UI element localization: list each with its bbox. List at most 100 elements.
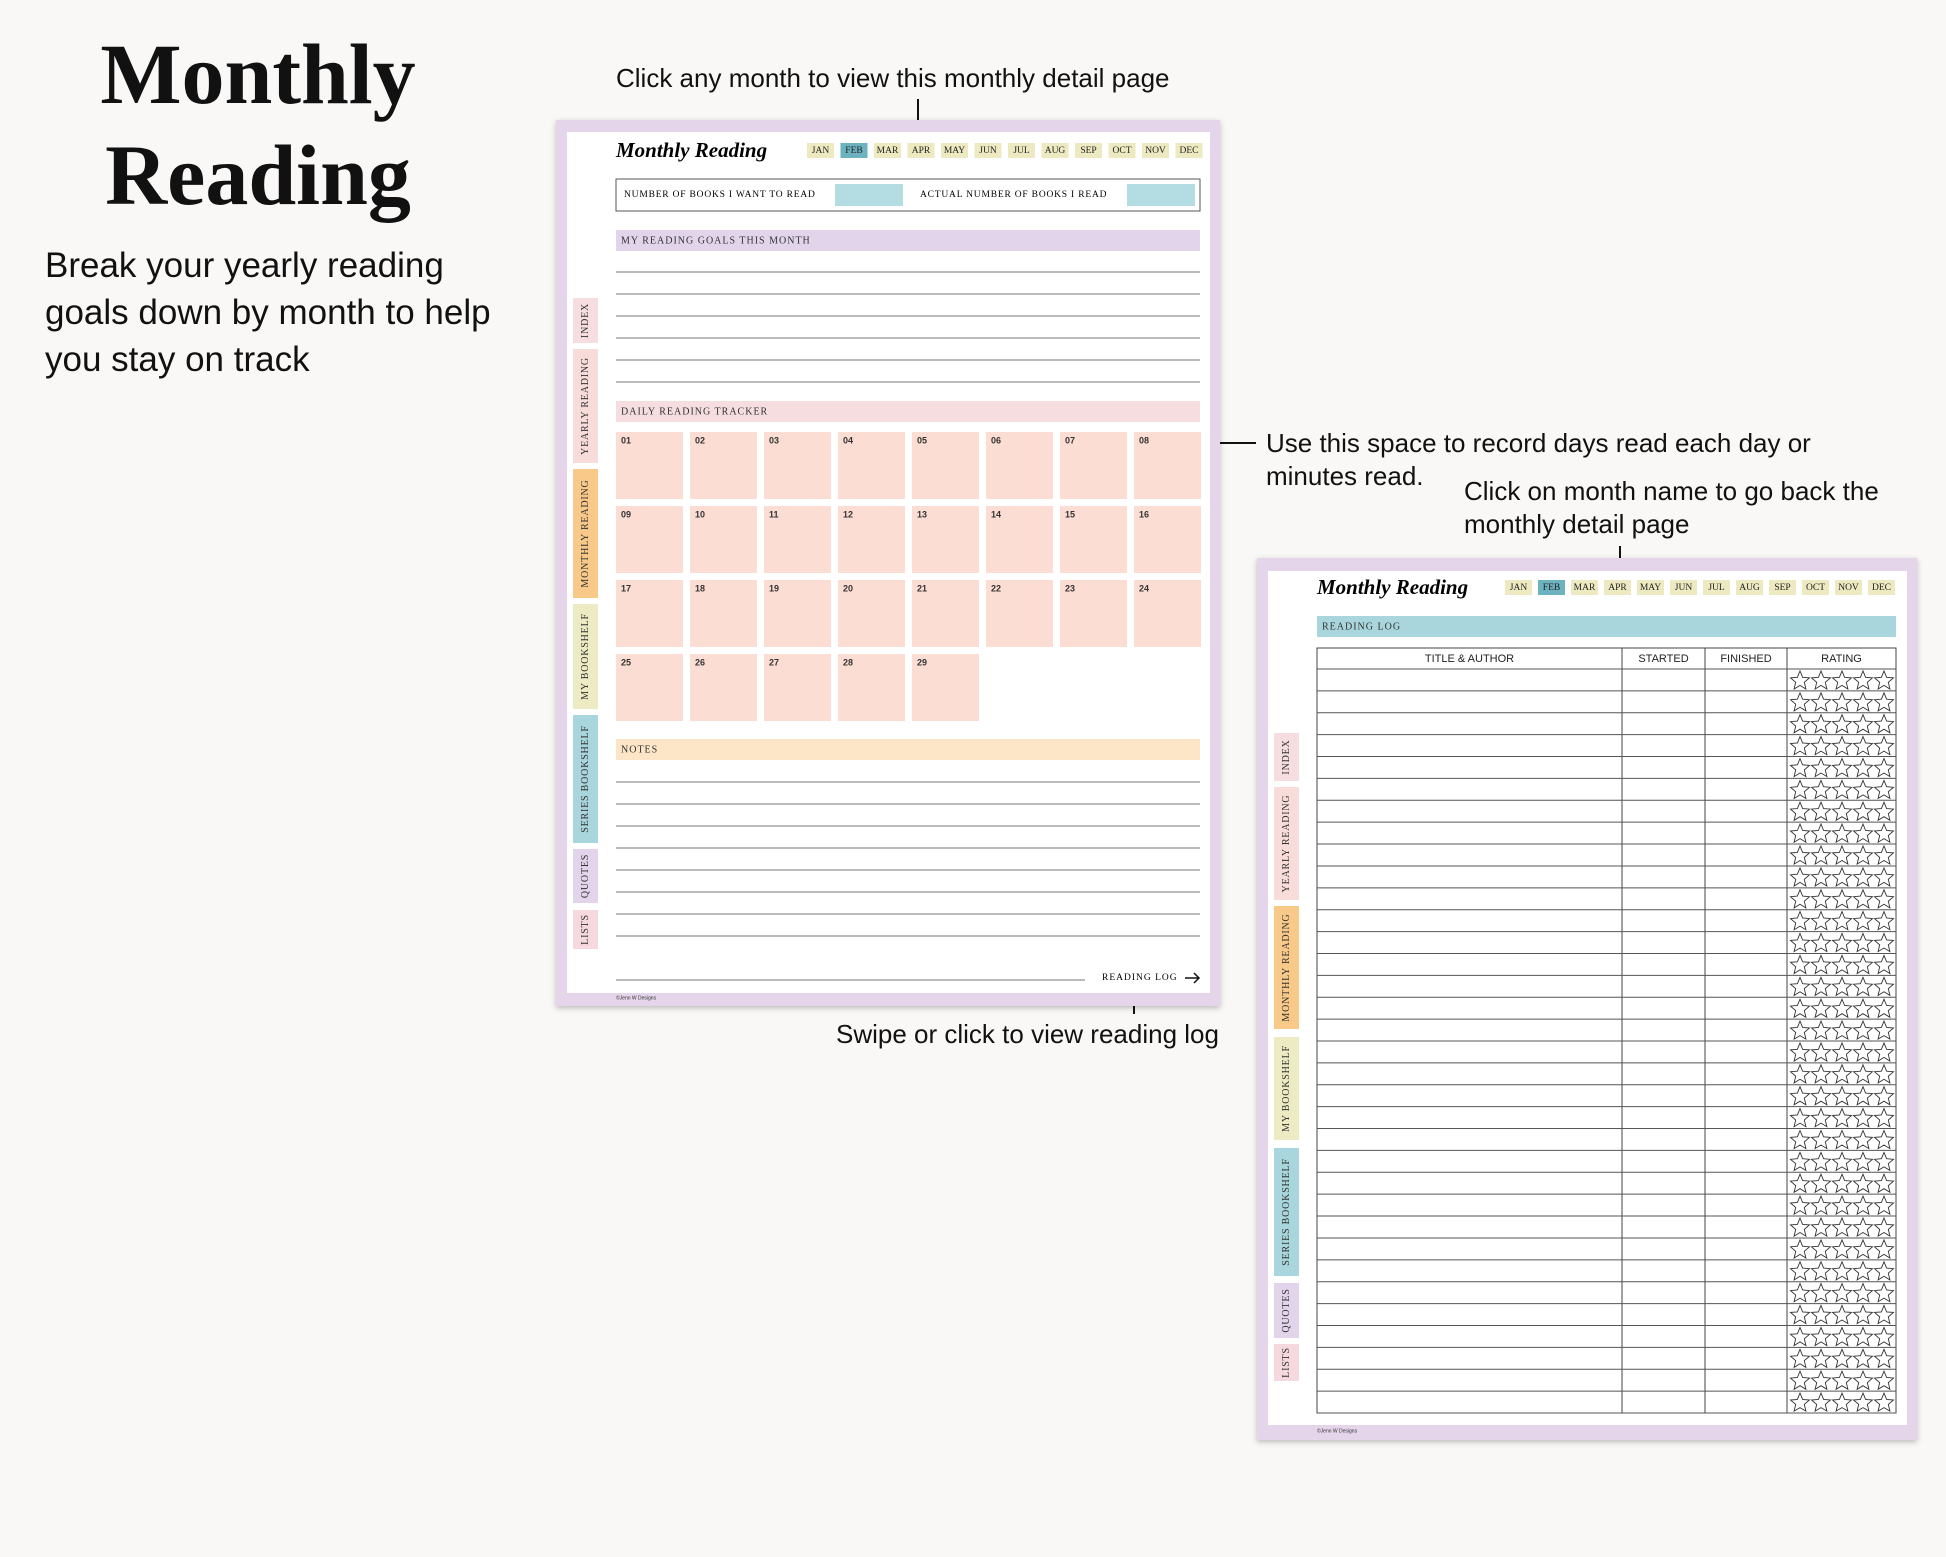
rating-star[interactable] <box>1852 1216 1874 1238</box>
nav-tab[interactable] <box>1274 1344 1299 1381</box>
rating-star[interactable] <box>1810 1019 1832 1041</box>
rating-star[interactable] <box>1831 779 1853 800</box>
rating-star[interactable] <box>1810 713 1832 734</box>
rating-star[interactable] <box>1789 932 1811 953</box>
rating-star[interactable] <box>1852 1282 1874 1303</box>
rating-star[interactable] <box>1789 1173 1811 1194</box>
rating-star[interactable] <box>1789 1370 1811 1391</box>
month-tab-label[interactable]: NOV <box>1145 146 1166 156</box>
rating-star[interactable] <box>1852 779 1874 800</box>
nav-tab[interactable] <box>573 715 598 843</box>
rating-star[interactable] <box>1789 691 1811 712</box>
rating-star[interactable] <box>1873 1041 1895 1062</box>
rating-star[interactable] <box>1852 1173 1874 1194</box>
rating-star[interactable] <box>1831 669 1853 690</box>
rating-star[interactable] <box>1831 691 1853 712</box>
rating-star[interactable] <box>1873 1391 1895 1413</box>
rating-star[interactable] <box>1789 1107 1811 1128</box>
month-tab[interactable] <box>974 143 1002 158</box>
rating-star[interactable] <box>1852 1348 1874 1369</box>
rating-star[interactable] <box>1789 1238 1811 1259</box>
day-cell[interactable] <box>1134 580 1201 647</box>
rating-star[interactable] <box>1810 998 1832 1019</box>
nav-tab-label[interactable]: INDEX <box>580 303 591 338</box>
rating-star[interactable] <box>1873 713 1895 734</box>
rating-star[interactable] <box>1810 844 1832 866</box>
month-tab[interactable] <box>1736 580 1763 595</box>
rating-star[interactable] <box>1852 1326 1874 1347</box>
day-cell[interactable] <box>616 432 683 499</box>
rating-star[interactable] <box>1831 1282 1853 1303</box>
month-tab[interactable] <box>1637 580 1664 595</box>
rating-star[interactable] <box>1873 1194 1895 1216</box>
month-tab[interactable] <box>1868 580 1895 595</box>
rating-star[interactable] <box>1810 1194 1832 1216</box>
rating-star[interactable] <box>1873 1282 1895 1303</box>
nav-tab[interactable] <box>1274 1037 1299 1140</box>
nav-tab-label[interactable]: INDEX <box>1281 739 1292 774</box>
rating-star[interactable] <box>1852 1041 1874 1062</box>
nav-tab-label[interactable]: MY BOOKSHELF <box>580 613 591 700</box>
rating-star[interactable] <box>1789 844 1811 866</box>
month-tab-label[interactable]: JUN <box>1675 583 1693 593</box>
rating-star[interactable] <box>1789 1194 1811 1216</box>
month-tab[interactable] <box>1571 580 1598 595</box>
reading-log-link[interactable]: READING LOG <box>1102 973 1178 983</box>
month-tab[interactable] <box>1538 580 1565 595</box>
month-tab-label[interactable]: JUN <box>979 146 997 156</box>
rating-star[interactable] <box>1810 866 1832 887</box>
goal-input[interactable] <box>835 184 903 206</box>
rating-star[interactable] <box>1852 866 1874 887</box>
rating-star[interactable] <box>1810 669 1832 690</box>
rating-star[interactable] <box>1789 779 1811 800</box>
rating-star[interactable] <box>1810 1107 1832 1128</box>
rating-star[interactable] <box>1810 888 1832 909</box>
rating-star[interactable] <box>1852 1107 1874 1128</box>
rating-star[interactable] <box>1789 1348 1811 1369</box>
day-cell[interactable] <box>1060 506 1127 573</box>
rating-star[interactable] <box>1831 1216 1853 1238</box>
month-tab[interactable] <box>1835 580 1862 595</box>
month-tab-label[interactable]: MAY <box>944 146 965 156</box>
rating-star[interactable] <box>1789 954 1811 975</box>
month-tab[interactable] <box>840 143 868 158</box>
rating-star[interactable] <box>1831 1173 1853 1194</box>
day-cell[interactable] <box>1134 506 1201 573</box>
month-tab[interactable] <box>1802 580 1829 595</box>
rating-star[interactable] <box>1852 1019 1874 1041</box>
rating-star[interactable] <box>1852 822 1874 844</box>
rating-star[interactable] <box>1831 1085 1853 1106</box>
month-tab[interactable] <box>941 143 968 158</box>
rating-star[interactable] <box>1810 757 1832 778</box>
rating-star[interactable] <box>1831 1370 1853 1391</box>
month-tab-label[interactable]: MAR <box>1574 583 1596 593</box>
rating-star[interactable] <box>1852 691 1874 712</box>
nav-tab[interactable] <box>1274 906 1299 1029</box>
rating-star[interactable] <box>1831 1019 1853 1041</box>
rating-star[interactable] <box>1810 1348 1832 1369</box>
month-tab-label[interactable]: SEP <box>1080 146 1096 156</box>
rating-star[interactable] <box>1873 779 1895 800</box>
nav-tab-label[interactable]: MONTHLY READING <box>580 479 591 587</box>
rating-star[interactable] <box>1831 1391 1853 1413</box>
rating-star[interactable] <box>1831 998 1853 1019</box>
rating-star[interactable] <box>1852 1304 1874 1325</box>
month-tab-label[interactable]: AUG <box>1045 146 1066 156</box>
rating-star[interactable] <box>1852 757 1874 778</box>
day-cell[interactable] <box>764 580 831 647</box>
day-cell[interactable] <box>690 580 757 647</box>
rating-star[interactable] <box>1873 1085 1895 1106</box>
rating-star[interactable] <box>1789 866 1811 887</box>
day-cell[interactable] <box>1134 432 1201 499</box>
rating-star[interactable] <box>1873 1216 1895 1238</box>
rating-star[interactable] <box>1789 822 1811 844</box>
rating-star[interactable] <box>1873 1304 1895 1325</box>
day-cell[interactable] <box>912 506 979 573</box>
rating-star[interactable] <box>1789 1260 1811 1281</box>
rating-star[interactable] <box>1789 1151 1811 1172</box>
rating-star[interactable] <box>1810 1238 1832 1259</box>
day-cell[interactable] <box>838 654 905 721</box>
rating-star[interactable] <box>1831 801 1853 822</box>
rating-star[interactable] <box>1873 1063 1895 1084</box>
rating-star[interactable] <box>1831 1129 1853 1150</box>
